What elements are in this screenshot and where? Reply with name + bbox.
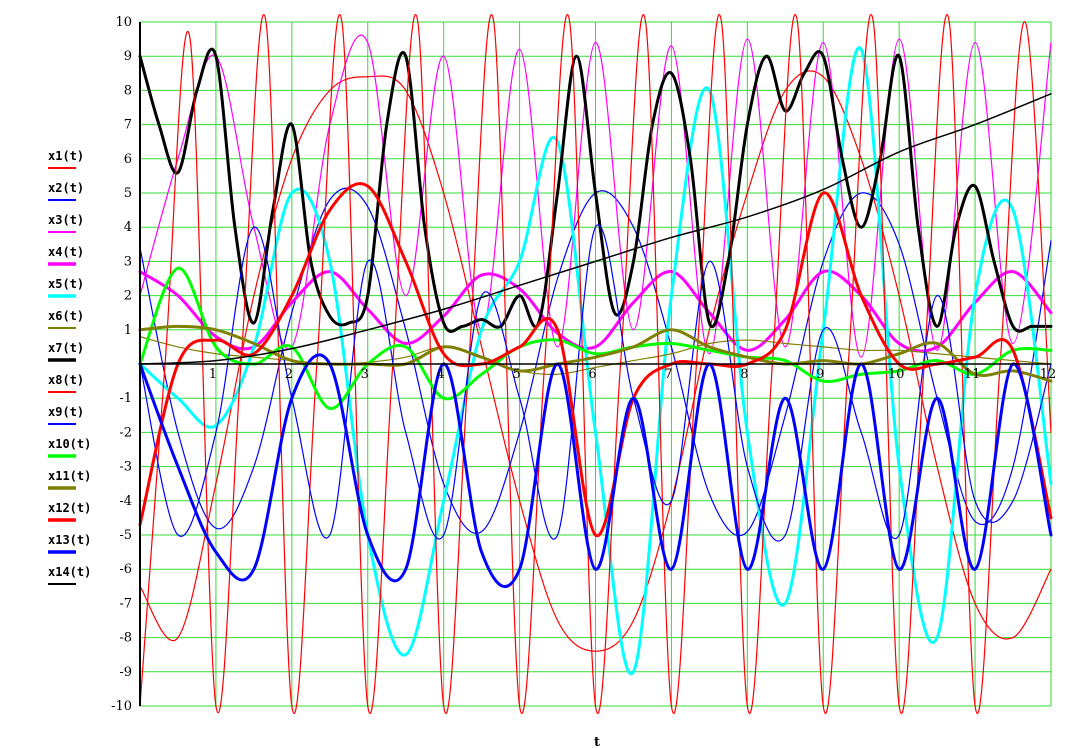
- x-tick-label: 1: [209, 367, 217, 382]
- x-tick-label: 9: [816, 367, 824, 382]
- series-line-x2: [139, 187, 1052, 537]
- legend-label: x5(t): [48, 277, 84, 291]
- x-tick-label: 8: [740, 367, 748, 382]
- legend-label: x2(t): [48, 181, 84, 195]
- x-tick-label: 5: [512, 367, 520, 382]
- y-tick-label: -8: [119, 631, 132, 646]
- legend-label: x4(t): [48, 245, 84, 259]
- y-tick-label: 8: [124, 83, 132, 98]
- legend: x1(t) x2(t) x3(t) x4(t) x5(t) x6(t) x7(t) x8(t)…: [48, 149, 91, 585]
- x-tick-label: 2: [285, 367, 293, 382]
- legend-label: x9(t): [48, 405, 84, 419]
- x-tick-label: 12: [1040, 367, 1057, 382]
- y-tick-label: 2: [124, 289, 132, 304]
- legend-label: x3(t): [48, 213, 84, 227]
- axes: [139, 22, 1051, 706]
- legend-label: x1(t): [48, 149, 84, 163]
- y-tick-label: 9: [124, 49, 132, 64]
- legend-label: x13(t): [48, 533, 91, 547]
- x-tick-label: 10: [888, 367, 905, 382]
- series-line-x14: [139, 93, 1052, 365]
- y-tick-label: 10: [115, 15, 132, 30]
- x-tick-label: 6: [588, 367, 596, 382]
- y-tick-label: 3: [124, 254, 132, 269]
- series-line-x11: [138, 324, 1053, 383]
- y-tick-label: -7: [119, 596, 132, 611]
- y-tick-label: -4: [119, 494, 132, 509]
- y-tick-label: -5: [119, 528, 132, 543]
- legend-label: x10(t): [48, 437, 91, 451]
- y-tick-label: 6: [124, 152, 132, 167]
- y-tick-label: -10: [111, 699, 132, 714]
- y-tick-label: 1: [124, 323, 132, 338]
- series-line-x8: [139, 13, 1052, 715]
- x-axis-title: t: [594, 735, 600, 748]
- y-tick-label: -3: [119, 460, 132, 475]
- legend-label: x14(t): [48, 565, 91, 579]
- y-tick-label: 5: [124, 186, 132, 201]
- x-tick-label: 4: [437, 367, 445, 382]
- y-tick-label: 4: [124, 220, 132, 235]
- legend-label: x11(t): [48, 469, 91, 483]
- y-tick-label: -9: [119, 665, 132, 680]
- legend-label: x8(t): [48, 373, 84, 387]
- tick-labels: 1 2 3 4 5 6 7 8 9 10 11 12-10-9-8-7-6-5-4-3-2-11234…: [111, 15, 1056, 714]
- legend-label: x7(t): [48, 341, 84, 355]
- series-line-x1: [139, 70, 1052, 652]
- series-line-x7: [138, 47, 1053, 333]
- y-tick-label: -1: [119, 391, 132, 406]
- y-tick-label: -6: [119, 562, 132, 577]
- x-tick-label: 11: [964, 367, 981, 382]
- x-tick-label: 7: [664, 367, 672, 382]
- series-line-x4: [138, 269, 1053, 353]
- legend-label: x12(t): [48, 501, 91, 515]
- y-tick-label: -2: [119, 425, 132, 440]
- legend-label: x6(t): [48, 309, 84, 323]
- series-line-x10: [138, 266, 1053, 410]
- x-tick-label: 3: [361, 367, 369, 382]
- y-tick-label: 7: [124, 118, 132, 133]
